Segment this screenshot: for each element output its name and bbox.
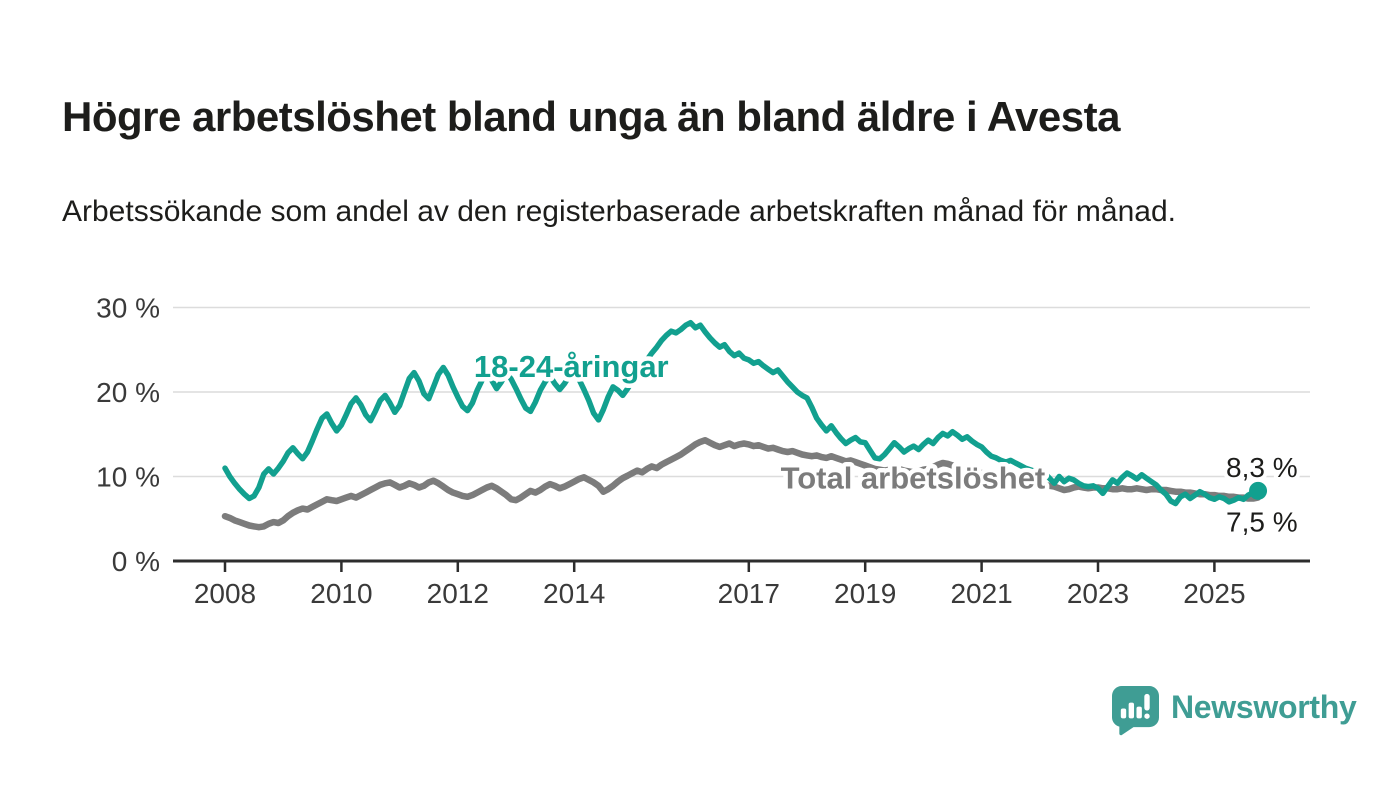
chart-subtitle: Arbetssökande som andel av den registerb… (62, 195, 1176, 228)
end-value-label-total: 7,5 % (1226, 507, 1298, 538)
newsworthy-wordmark: Newsworthy (1171, 688, 1357, 725)
x-axis-tick-label: 2023 (1067, 578, 1129, 609)
x-axis-tick-label: 2017 (718, 578, 780, 609)
newsworthy-logo: Newsworthy (1112, 686, 1357, 736)
y-axis-tick-label: 30 % (96, 293, 160, 324)
x-axis-tick-label: 2025 (1183, 578, 1245, 609)
x-axis-tick-label: 2014 (543, 578, 605, 609)
line-18-24-aringar (222, 319, 1261, 507)
newsworthy-bubble-chart-icon (1112, 686, 1159, 736)
y-axis-tick-label: 20 % (96, 377, 160, 408)
latest-value-dot (1249, 481, 1268, 500)
x-axis-tick-label: 2008 (194, 578, 256, 609)
x-axis-tick-label: 2010 (310, 578, 372, 609)
y-axis-tick-label: 10 % (96, 462, 160, 493)
x-axis-tick-label: 2021 (950, 578, 1012, 609)
y-axis-tick-label: 0 % (112, 546, 160, 577)
x-axis-tick-label: 2019 (834, 578, 896, 609)
line-total-arbetsloshet (221, 436, 1262, 531)
series-label-total-arbetsloshet: Total arbetslöshet (781, 460, 1046, 495)
x-axis-tick-label: 2012 (427, 578, 489, 609)
series-label-18-24-aringar: 18-24-åringar (474, 349, 669, 384)
chart-title: Högre arbetslöshet bland unga än bland ä… (62, 93, 1120, 141)
end-value-label-youth: 8,3 % (1226, 452, 1298, 483)
